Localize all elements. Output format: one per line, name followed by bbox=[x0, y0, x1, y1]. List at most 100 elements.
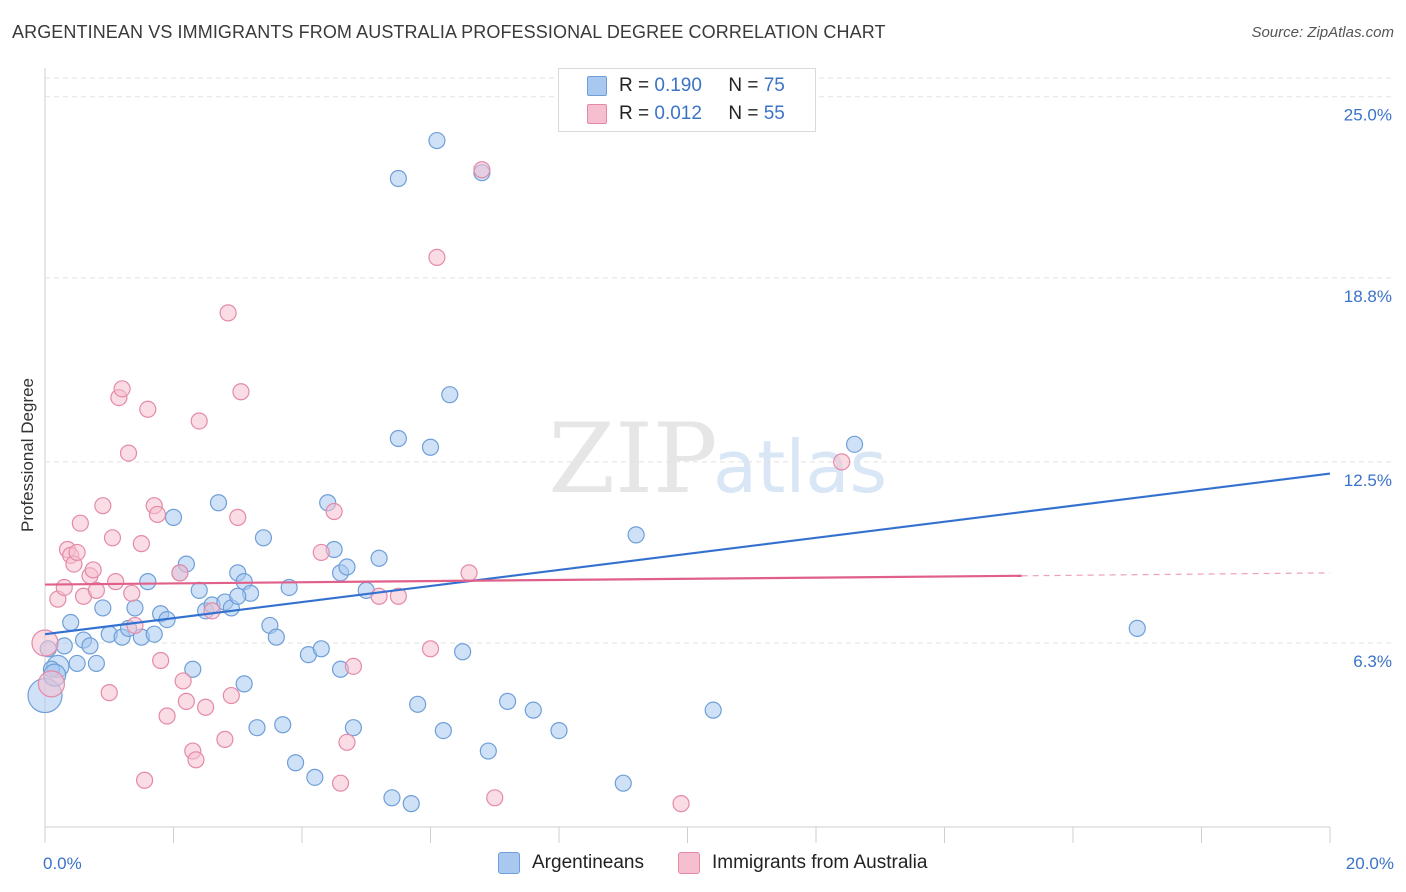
legend-swatch-blue bbox=[587, 76, 607, 96]
argentinean-point bbox=[627, 526, 645, 544]
argentinean-point bbox=[389, 169, 407, 188]
argentinean-point bbox=[267, 628, 285, 646]
australia-immigrant-point bbox=[94, 497, 112, 515]
argentinean-point bbox=[164, 508, 183, 526]
australia-immigrant-point bbox=[148, 505, 167, 524]
argentinean-point bbox=[524, 701, 542, 719]
australia-immigrant-point bbox=[421, 640, 440, 658]
argentinean-point bbox=[441, 386, 459, 404]
argentinean-point bbox=[409, 695, 427, 713]
australia-immigrant-point bbox=[460, 564, 478, 582]
argentinean-point bbox=[704, 701, 722, 719]
argentinean-point bbox=[383, 789, 401, 807]
australia-immigrant-point bbox=[55, 578, 73, 597]
argentinean-point bbox=[1128, 619, 1146, 637]
australia-immigrant-point bbox=[389, 587, 407, 605]
australia-immigrant-point bbox=[37, 670, 66, 698]
legend-swatch-pink bbox=[587, 104, 607, 124]
australia-immigrant-point bbox=[158, 707, 176, 725]
argentinean-point bbox=[286, 754, 305, 772]
argentinean-point bbox=[62, 613, 80, 632]
australia-immigrant-point bbox=[672, 795, 690, 813]
australia-immigrant-point bbox=[132, 535, 150, 553]
australia-immigrant-point bbox=[833, 453, 851, 471]
series-legend: Argentineans Immigrants from Australia bbox=[0, 852, 1406, 878]
argentinean-point bbox=[370, 549, 388, 567]
argentinean-point bbox=[479, 742, 497, 760]
argentinean-point bbox=[499, 692, 517, 710]
argentinean-point bbox=[94, 599, 112, 617]
argentinean-point bbox=[338, 558, 356, 576]
y-tick-label: 12.5% bbox=[1344, 471, 1392, 490]
legend-r-value: 0.012 bbox=[654, 103, 702, 124]
australia-immigrant-point bbox=[174, 672, 192, 690]
australia-immigrant-point bbox=[229, 508, 247, 526]
australia-immigrant-point bbox=[344, 657, 362, 675]
australia-immigrant-point bbox=[190, 412, 208, 430]
argentinean-point bbox=[87, 654, 106, 673]
australia-immigrant-point bbox=[216, 730, 234, 748]
argentinean-point bbox=[312, 640, 330, 658]
legend-row-immigrants: R = 0.012 N = 55 bbox=[587, 101, 785, 127]
legend-n-value: 55 bbox=[763, 103, 785, 124]
australia-immigrant-point bbox=[71, 514, 89, 532]
australia-immigrant-point bbox=[197, 698, 215, 716]
australia-immigrant-point bbox=[171, 564, 189, 582]
argentinean-point bbox=[454, 643, 472, 661]
australia-immigrant-point bbox=[203, 602, 221, 620]
argentinean-point bbox=[274, 716, 292, 734]
argentinean-point bbox=[434, 722, 452, 740]
australia-immigrant-point bbox=[177, 692, 195, 710]
australia-trend-line bbox=[44, 574, 1022, 586]
argentinean-point bbox=[248, 719, 266, 737]
australia-immigrant-point bbox=[219, 304, 237, 322]
australia-immigrant-point bbox=[126, 616, 144, 635]
series-legend-immigrants[interactable]: Immigrants from Australia bbox=[678, 852, 927, 874]
australia-immigrant-point bbox=[312, 543, 330, 562]
series-legend-label: Immigrants from Australia bbox=[712, 852, 928, 873]
series-swatch-blue bbox=[498, 852, 520, 874]
argentinean-point bbox=[614, 774, 632, 792]
australia-immigrant-point bbox=[486, 789, 504, 807]
argentinean-point bbox=[126, 599, 144, 617]
argentinean-point bbox=[184, 660, 202, 678]
argentinean-point bbox=[428, 131, 446, 150]
australia-immigrant-point bbox=[325, 502, 343, 521]
australia-immigrant-point bbox=[87, 581, 106, 599]
legend-r-label: R = bbox=[619, 75, 650, 96]
legend-r-label: R = bbox=[619, 103, 650, 124]
australia-immigrant-point bbox=[100, 684, 118, 702]
australia-immigrant-point bbox=[428, 248, 446, 266]
argentinean-point bbox=[402, 795, 420, 813]
y-tick-label: 25.0% bbox=[1344, 106, 1392, 125]
australia-immigrant-point bbox=[232, 383, 250, 401]
argentinean-trend-line bbox=[44, 472, 1331, 636]
legend-n-label: N = bbox=[728, 75, 759, 96]
australia-immigrant-point bbox=[107, 573, 125, 591]
argentinean-point bbox=[145, 625, 163, 643]
argentinean-point bbox=[229, 587, 247, 605]
argentinean-point bbox=[254, 529, 273, 547]
argentinean-point bbox=[550, 722, 568, 740]
legend-n-label: N = bbox=[728, 103, 759, 124]
series-legend-argentineans[interactable]: Argentineans bbox=[498, 852, 644, 874]
chart-title: ARGENTINEAN VS IMMIGRANTS FROM AUSTRALIA… bbox=[12, 22, 886, 42]
stats-legend: R = 0.190 N = 75 R = 0.012 N = 55 bbox=[558, 68, 816, 132]
australia-immigrant-point bbox=[331, 774, 350, 792]
source-note: Source: ZipAtlas.com bbox=[1251, 24, 1394, 41]
australia-immigrant-point bbox=[103, 529, 122, 547]
series-swatch-pink bbox=[678, 852, 700, 874]
australia-immigrant-point bbox=[338, 733, 356, 751]
y-tick-label: 18.8% bbox=[1344, 287, 1392, 306]
argentinean-point bbox=[81, 637, 99, 655]
argentinean-point bbox=[68, 654, 86, 673]
australia-immigrant-point bbox=[113, 380, 131, 398]
argentinean-point bbox=[190, 581, 208, 599]
y-tick-label: 6.3% bbox=[1353, 652, 1392, 671]
australia-immigrant-point bbox=[31, 629, 59, 657]
australia-immigrant-point bbox=[68, 543, 86, 562]
australia-immigrant-point bbox=[152, 651, 170, 670]
legend-r-value: 0.190 bbox=[654, 75, 702, 96]
australia-immigrant-point bbox=[139, 400, 157, 418]
